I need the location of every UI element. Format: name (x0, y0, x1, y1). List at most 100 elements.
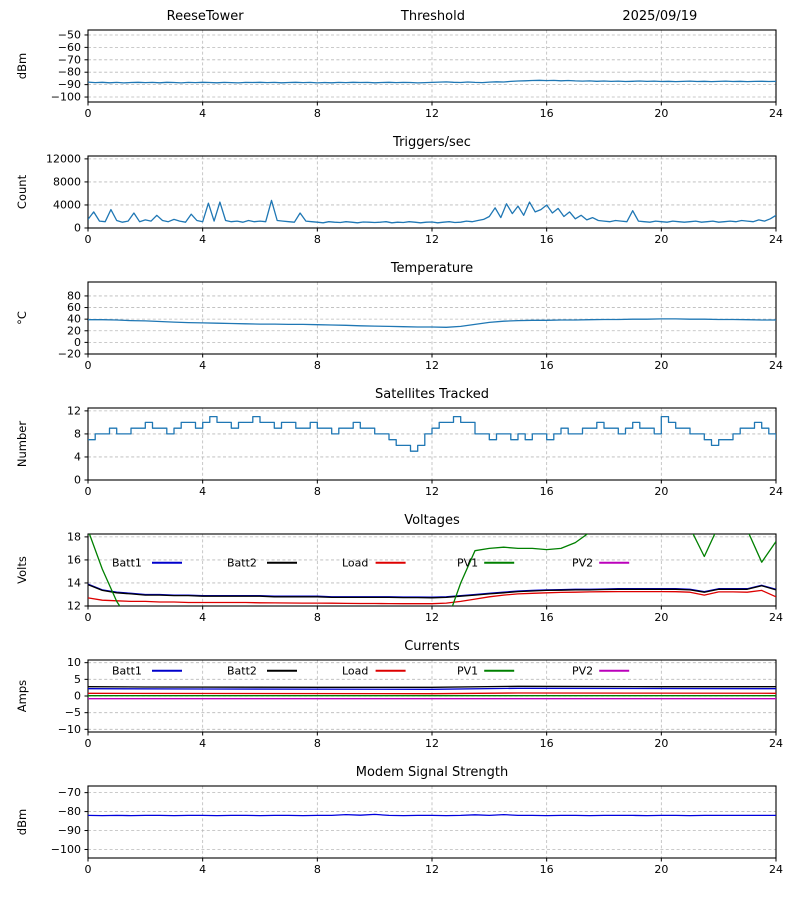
currents-plot: 0 4 8 12 16 20 24 −10 −5 0 5 10 Amps Batt1 Batt2 Load PV… (15, 657, 783, 750)
chart-title-threshold: Threshold (400, 9, 465, 24)
chart-header: Voltages (88, 510, 776, 531)
chart-title-satellites: Satellites Tracked (375, 387, 489, 402)
svg-text:60: 60 (67, 301, 81, 314)
chart-header: Currents (88, 636, 776, 657)
svg-text:−90: −90 (58, 78, 81, 91)
svg-text:4: 4 (199, 485, 206, 498)
svg-text:16: 16 (540, 737, 554, 750)
svg-text:0: 0 (74, 690, 81, 703)
svg-text:12: 12 (425, 863, 439, 876)
svg-text:12: 12 (67, 405, 81, 417)
chart-title-triggers: Triggers/sec (393, 135, 471, 150)
svg-text:12: 12 (67, 600, 81, 613)
modem-plot: 0 4 8 12 16 20 24 −100 −90 −80 −70 dBm (15, 785, 783, 876)
svg-text:20: 20 (654, 359, 668, 372)
chart-temperature: Temperature 0 4 8 12 16 20 24 −20 0 20 40 60 80 °C (0, 258, 800, 384)
svg-text:−80: −80 (58, 805, 81, 818)
svg-text:0: 0 (85, 233, 92, 246)
svg-text:4: 4 (199, 233, 206, 246)
svg-text:8000: 8000 (53, 175, 81, 188)
svg-text:dBm: dBm (15, 809, 29, 835)
svg-text:°C: °C (15, 311, 29, 325)
svg-text:8: 8 (314, 863, 321, 876)
svg-text:12: 12 (425, 359, 439, 372)
svg-text:20: 20 (654, 107, 668, 120)
svg-text:−90: −90 (58, 824, 81, 837)
svg-text:−10: −10 (58, 723, 81, 736)
svg-text:Batt1: Batt1 (112, 556, 142, 569)
threshold-plot: 0 4 8 12 16 20 24 −100−90−80−70−60−50 dBm (15, 28, 783, 120)
chart-header: Temperature (88, 258, 776, 279)
chart-currents: Currents 0 4 8 12 16 20 24 −10 −5 0 5 10 Amps Batt1 Ba… (0, 636, 800, 762)
svg-text:12000: 12000 (46, 153, 81, 165)
svg-text:0: 0 (85, 611, 92, 624)
date-title: 2025/09/19 (622, 9, 698, 24)
svg-text:20: 20 (654, 737, 668, 750)
svg-text:16: 16 (540, 863, 554, 876)
station-title: ReeseTower (166, 9, 244, 24)
svg-text:0: 0 (74, 222, 81, 235)
svg-text:8: 8 (74, 427, 81, 440)
svg-text:12: 12 (425, 737, 439, 750)
chart-title-temperature: Temperature (390, 261, 474, 276)
svg-text:5: 5 (74, 673, 81, 686)
svg-text:Volts: Volts (15, 556, 29, 584)
chart-triggers: Triggers/sec 0 4 8 12 16 20 24 0 4000 8000 12000 Co… (0, 132, 800, 258)
svg-text:16: 16 (540, 359, 554, 372)
svg-text:16: 16 (540, 485, 554, 498)
svg-text:8: 8 (314, 107, 321, 120)
svg-text:−20: −20 (58, 348, 81, 361)
svg-text:18: 18 (67, 531, 81, 543)
svg-text:0: 0 (85, 359, 92, 372)
svg-text:16: 16 (540, 233, 554, 246)
chart-header: Satellites Tracked (88, 384, 776, 405)
svg-text:Batt1: Batt1 (112, 664, 142, 677)
svg-text:0: 0 (85, 107, 92, 120)
chart-voltages: Voltages 0 4 8 12 16 20 24 12 14 16 18 Volts Batt1 Ba… (0, 510, 800, 636)
svg-text:Batt2: Batt2 (227, 556, 257, 569)
svg-text:4: 4 (74, 450, 81, 463)
svg-text:0: 0 (85, 737, 92, 750)
svg-text:−60: −60 (58, 41, 81, 54)
chart-modem: Modem Signal Strength 0 4 8 12 16 20 24 −100 −90… (0, 762, 800, 888)
triggers-plot: 0 4 8 12 16 20 24 0 4000 8000 12000 Count (15, 153, 783, 246)
svg-text:14: 14 (67, 576, 81, 589)
svg-text:Amps: Amps (15, 680, 29, 712)
svg-text:8: 8 (314, 359, 321, 372)
svg-text:20: 20 (654, 233, 668, 246)
svg-text:12: 12 (425, 485, 439, 498)
satellites-plot: 0 4 8 12 16 20 24 0 4 8 12 Number (15, 405, 783, 498)
svg-text:16: 16 (540, 611, 554, 624)
svg-text:24: 24 (769, 233, 783, 246)
chart-title-voltages: Voltages (404, 513, 460, 528)
svg-text:Load: Load (342, 664, 368, 677)
svg-text:12: 12 (425, 233, 439, 246)
svg-text:16: 16 (540, 107, 554, 120)
svg-text:20: 20 (67, 324, 81, 337)
svg-text:4: 4 (199, 863, 206, 876)
svg-text:24: 24 (769, 863, 783, 876)
chart-title-currents: Currents (404, 639, 460, 654)
svg-text:−50: −50 (58, 28, 81, 41)
svg-text:80: 80 (67, 289, 81, 302)
svg-text:0: 0 (85, 485, 92, 498)
chart-title-modem: Modem Signal Strength (355, 765, 509, 780)
svg-text:dBm: dBm (15, 53, 29, 79)
svg-text:20: 20 (654, 863, 668, 876)
svg-text:8: 8 (314, 485, 321, 498)
chart-satellites: Satellites Tracked 0 4 8 12 16 20 24 0 4 8 12 Numbe… (0, 384, 800, 510)
svg-text:24: 24 (769, 611, 783, 624)
svg-text:12: 12 (425, 107, 439, 120)
svg-text:8: 8 (314, 737, 321, 750)
svg-text:24: 24 (769, 485, 783, 498)
voltages-plot: 0 4 8 12 16 20 24 12 14 16 18 Volts Batt1 Batt2 Load PV… (15, 531, 783, 624)
svg-text:4000: 4000 (53, 198, 81, 211)
svg-text:8: 8 (314, 233, 321, 246)
svg-text:4: 4 (199, 107, 206, 120)
svg-text:PV2: PV2 (572, 556, 593, 569)
svg-text:24: 24 (769, 737, 783, 750)
svg-text:Number: Number (15, 421, 29, 467)
svg-text:−100: −100 (51, 843, 81, 856)
svg-text:12: 12 (425, 611, 439, 624)
